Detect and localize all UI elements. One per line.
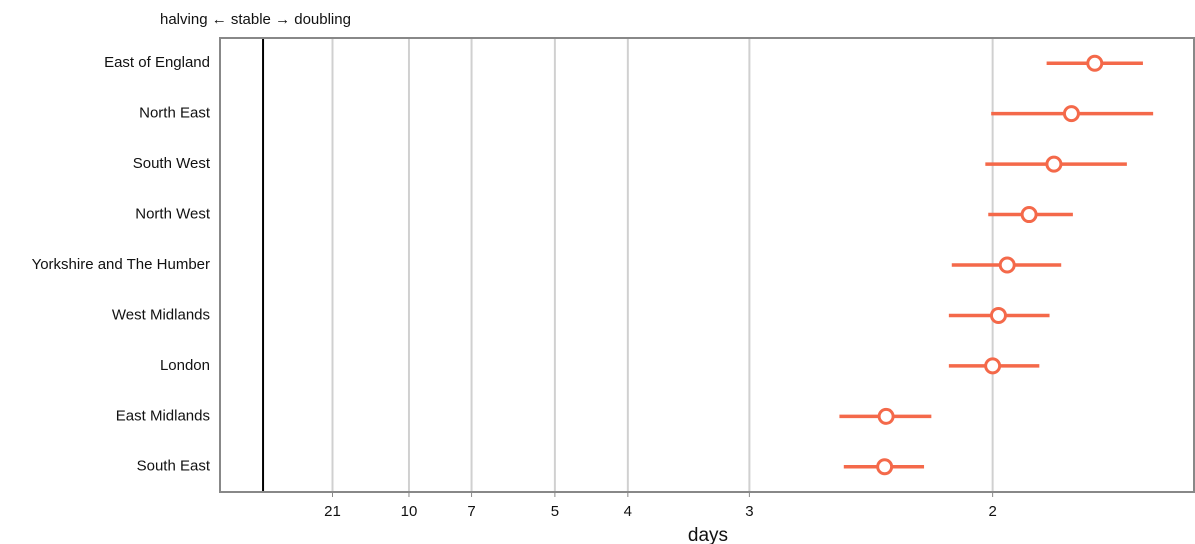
x-tick-label: 4 xyxy=(624,503,632,520)
annotation: halving ← stable → doubling xyxy=(160,11,351,28)
point xyxy=(877,407,895,425)
y-tick-label: North East xyxy=(139,105,211,122)
y-tick-label: West Midlands xyxy=(112,306,210,323)
y-tick-label: South East xyxy=(137,458,211,475)
y-tick-label: London xyxy=(160,357,210,374)
point xyxy=(1045,155,1063,173)
point xyxy=(989,306,1007,324)
x-tick-label: 2 xyxy=(988,503,996,520)
x-axis-label: days xyxy=(688,525,728,544)
y-tick-label: East of England xyxy=(104,54,210,71)
plot-frame xyxy=(219,37,1195,493)
y-tick-label: East Midlands xyxy=(116,407,210,424)
point xyxy=(998,256,1016,274)
point xyxy=(1062,105,1080,123)
point xyxy=(1086,54,1104,72)
y-tick-label: North West xyxy=(135,206,211,223)
y-tick-label: Yorkshire and The Humber xyxy=(32,256,210,273)
y-tick-label: South West xyxy=(133,155,211,172)
x-tick-label: 21 xyxy=(324,503,341,520)
x-tick-label: 5 xyxy=(551,503,559,520)
point xyxy=(876,458,894,476)
point xyxy=(1020,206,1038,224)
x-tick-label: 3 xyxy=(745,503,753,520)
x-tick-label: 10 xyxy=(401,503,418,520)
point xyxy=(984,357,1002,375)
x-tick-label: 7 xyxy=(467,503,475,520)
